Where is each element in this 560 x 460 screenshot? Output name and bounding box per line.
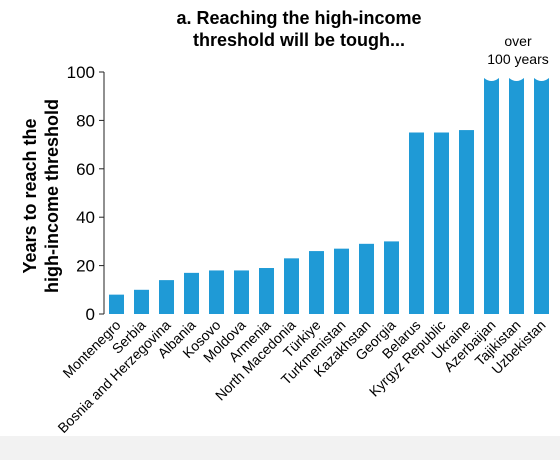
bar-kyrgyz-republic <box>434 132 449 314</box>
y-axis-label-line-1: Years to reach the <box>20 118 40 273</box>
y-tick-label: 40 <box>76 208 95 227</box>
bar-uzbekistan <box>534 78 549 314</box>
bar-serbia <box>134 289 149 314</box>
bar-north-macedonia <box>284 258 299 314</box>
bar-ukraine <box>459 130 474 314</box>
y-tick-label: 60 <box>76 160 95 179</box>
y-tick-label: 100 <box>67 63 95 82</box>
bottom-strip <box>0 436 560 460</box>
bar-kosovo <box>209 270 224 314</box>
chart-title-line-2: threshold will be tough... <box>193 30 405 50</box>
bar-armenia <box>259 268 274 314</box>
annotation-line-2: 100 years <box>487 51 548 67</box>
bar-albania <box>184 272 199 314</box>
y-tick-label: 20 <box>76 257 95 276</box>
chart-title-line-1: a. Reaching the high-income <box>176 8 421 28</box>
bar-kazakhstan <box>359 243 374 314</box>
bar-azerbaijan <box>484 78 499 314</box>
annotation-line-1: over <box>504 33 532 49</box>
y-tick-label: 0 <box>86 305 95 324</box>
bar-montenegro <box>109 294 124 314</box>
bar-georgia <box>384 241 399 314</box>
bar-moldova <box>234 270 249 314</box>
y-axis: 0 20 40 60 80 100 <box>67 63 105 324</box>
y-tick-label: 80 <box>76 111 95 130</box>
bar-bosnia-and-herzegovina <box>159 280 174 314</box>
bar-tajikistan <box>509 78 524 314</box>
bar-turkmenistan <box>334 248 349 314</box>
bar-belarus <box>409 132 424 314</box>
bar-t-rkiye <box>309 251 324 314</box>
bars <box>109 78 549 314</box>
y-axis-label-line-2: high-income threshold <box>42 99 62 293</box>
